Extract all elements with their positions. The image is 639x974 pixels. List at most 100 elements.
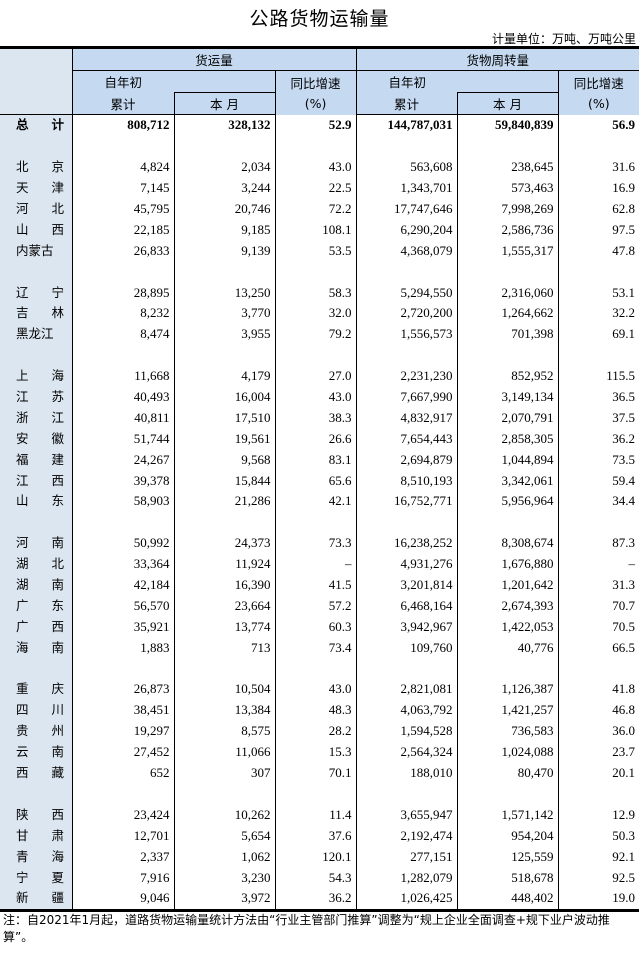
month-volume-cell: 24,373	[173, 532, 275, 554]
volume-yoy-cell: 37.6	[274, 825, 357, 847]
region-name: 贵州	[0, 720, 72, 742]
ytd-volume-cell	[71, 783, 174, 805]
table-row: 浙江 40,811 17,510 38.3 4,832,917 2,070,791 37.5	[0, 407, 639, 429]
region-name: 湖南	[0, 574, 72, 596]
table-row	[0, 135, 639, 157]
this-month-header: 本 月	[456, 92, 559, 115]
month-volume-cell: 19,561	[173, 428, 275, 450]
region-name: 天津	[0, 177, 72, 199]
region-name: 江西	[0, 470, 72, 492]
turnover-yoy-cell: 92.1	[557, 846, 639, 868]
month-turnover-cell: 1,571,142	[456, 804, 559, 826]
turnover-yoy-cell: –	[557, 553, 639, 575]
month-volume-cell: 713	[173, 637, 275, 659]
ytd-header: 自年初	[71, 70, 275, 93]
yoy-label: 同比增速	[573, 76, 624, 91]
table-row: 湖北 33,364 11,924–4,931,276 1,676,880–	[0, 553, 639, 575]
region-label: 广东	[16, 597, 64, 613]
month-volume-cell: 3,955	[173, 323, 275, 345]
region-name: 浙江	[0, 407, 72, 429]
region-name: 陕西	[0, 804, 72, 826]
month-volume-cell: 2,034	[173, 156, 275, 178]
cumulative-header: 累计	[355, 92, 458, 115]
month-turnover-cell: 1,024,088	[456, 741, 559, 763]
region-label: 辽宁	[16, 284, 64, 300]
table-row: 河南 50,992 24,373 73.3 16,238,252 8,308,674 87.…	[0, 532, 639, 554]
ytd-volume-cell: 22,185	[71, 219, 174, 241]
month-turnover-cell: 1,555,317	[456, 240, 559, 262]
ytd-turnover-cell: 1,026,425	[355, 887, 458, 911]
turnover-yoy-cell: 73.5	[557, 449, 639, 471]
table-row: 四川 38,451 13,384 48.3 4,063,792 1,421,257 46.8	[0, 699, 639, 721]
turnover-yoy-cell	[557, 783, 639, 805]
month-turnover-cell: 238,645	[456, 156, 559, 178]
ytd-turnover-cell: 6,468,164	[355, 595, 458, 617]
region-label: 新疆	[16, 890, 64, 906]
month-turnover-cell: 573,463	[456, 177, 559, 199]
ytd-turnover-cell: 1,282,079	[355, 867, 458, 888]
ytd-volume-cell	[71, 344, 174, 366]
turnover-yoy-cell: 62.8	[557, 198, 639, 220]
volume-yoy-cell: 58.3	[274, 282, 357, 304]
table-row: 江苏 40,493 16,004 43.0 7,667,990 3,149,134 36.5	[0, 386, 639, 408]
turnover-yoy-cell: 115.5	[557, 365, 639, 387]
turnover-yoy-cell: 53.1	[557, 282, 639, 304]
table-row: 贵州 19,297 8,575 28.2 1,594,528 736,583 36.0	[0, 720, 639, 742]
region-label: 西藏	[16, 765, 64, 781]
volume-yoy-cell: 15.3	[274, 741, 357, 763]
table-row	[0, 783, 639, 805]
turnover-yoy-cell: 97.5	[557, 219, 639, 241]
volume-yoy-cell	[274, 511, 357, 533]
region-label: 重庆	[16, 681, 64, 697]
ytd-turnover-cell: 2,694,879	[355, 449, 458, 471]
ytd-volume-cell: 7,145	[71, 177, 174, 199]
month-turnover-cell: 1,201,642	[456, 574, 559, 596]
month-volume-cell: 16,004	[173, 386, 275, 408]
turnover-yoy-cell: 31.3	[557, 574, 639, 596]
ytd-volume-cell	[71, 658, 174, 680]
table-row: 天津 7,145 3,244 22.5 1,343,701 573,463 16.9	[0, 177, 639, 199]
month-volume-cell: 13,774	[173, 616, 275, 638]
volume-yoy-cell: 43.0	[274, 679, 357, 700]
month-volume-cell: 328,132	[173, 114, 275, 136]
volume-yoy-cell	[274, 783, 357, 805]
turnover-yoy-cell: 47.8	[557, 240, 639, 262]
table-row: 内蒙古 26,833 9,139 53.5 4,368,079 1,555,317 47.8	[0, 240, 639, 262]
month-volume-cell: 23,664	[173, 595, 275, 617]
month-volume-cell: 11,924	[173, 553, 275, 575]
table-row	[0, 511, 639, 533]
table-row: 上海 11,668 4,179 27.0 2,231,230 852,952 115.5	[0, 365, 639, 387]
volume-yoy-cell	[274, 658, 357, 680]
region-name: 西藏	[0, 762, 72, 784]
table-row	[0, 261, 639, 283]
month-volume-cell: 307	[173, 762, 275, 784]
turnover-yoy-cell: 69.1	[557, 323, 639, 345]
volume-yoy-cell: 108.1	[274, 219, 357, 241]
ytd-turnover-cell: 6,290,204	[355, 219, 458, 241]
turnover-yoy-cell	[557, 135, 639, 157]
ytd-turnover-cell: 1,594,528	[355, 720, 458, 742]
region-name: 青海	[0, 846, 72, 868]
turnover-yoy-cell: 87.3	[557, 532, 639, 554]
ytd-volume-cell: 19,297	[71, 720, 174, 742]
region-name: 内蒙古	[0, 240, 72, 262]
month-volume-cell: 20,746	[173, 198, 275, 220]
ytd-volume-cell: 2,337	[71, 846, 174, 868]
volume-yoy-cell: 70.1	[274, 762, 357, 784]
month-turnover-cell: 40,776	[456, 637, 559, 659]
region-label: 甘肃	[16, 827, 64, 843]
month-volume-cell: 13,250	[173, 282, 275, 304]
turnover-yoy-cell: 20.1	[557, 762, 639, 784]
volume-yoy-cell: 65.6	[274, 470, 357, 492]
ytd-volume-cell: 808,712	[71, 114, 174, 136]
region-label: 云南	[16, 744, 64, 760]
month-turnover-cell: 59,840,839	[456, 114, 559, 136]
ytd-volume-cell: 38,451	[71, 699, 174, 721]
turnover-yoy-cell: 50.3	[557, 825, 639, 847]
region-label: 广西	[16, 618, 64, 634]
region-label: 山西	[16, 221, 64, 237]
region-label: 贵州	[16, 723, 64, 739]
table-row: 山东 58,903 21,286 42.1 16,752,771 5,956,964 34.…	[0, 491, 639, 512]
yoy-unit: (%)	[587, 96, 610, 111]
volume-yoy-cell: 83.1	[274, 449, 357, 471]
